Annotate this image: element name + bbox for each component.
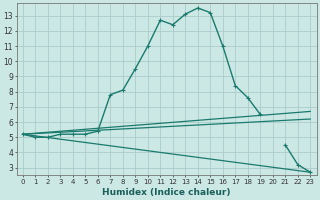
X-axis label: Humidex (Indice chaleur): Humidex (Indice chaleur) bbox=[102, 188, 231, 197]
